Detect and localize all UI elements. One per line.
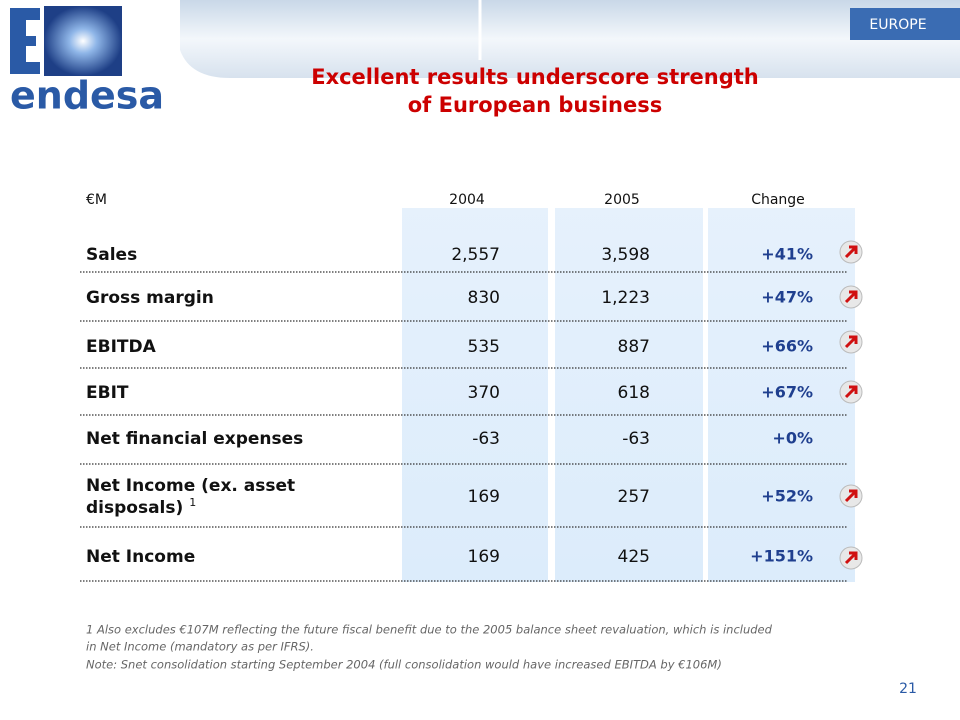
row-label: disposals) xyxy=(86,498,183,518)
cell-value: 830 xyxy=(468,288,500,308)
cell-value: +41% xyxy=(761,245,813,264)
cell-value: +0% xyxy=(772,429,813,448)
cell-value: +52% xyxy=(761,487,813,506)
cell-value: -63 xyxy=(622,429,650,449)
cell-value: 169 xyxy=(468,487,500,507)
column-header: €M xyxy=(86,192,107,208)
region-label: EUROPE xyxy=(869,17,926,33)
column-header: Change xyxy=(751,192,805,208)
row-label: Net Income xyxy=(86,547,195,567)
logo-text: endesa xyxy=(10,74,164,118)
footnote: 1 Also excludes €107M reflecting the fut… xyxy=(86,623,773,637)
column-header: 2005 xyxy=(604,192,640,208)
cell-value: 535 xyxy=(468,337,500,357)
trend-icons xyxy=(839,240,863,570)
table-body: Sales 2,557 3,598 +41% Gross margin 830 1,223 +… xyxy=(80,245,848,582)
cell-value: +47% xyxy=(761,288,813,307)
row-label: EBIT xyxy=(86,383,129,403)
column-header: 2004 xyxy=(449,192,485,208)
row-label: Net financial expenses xyxy=(86,429,303,449)
region-box xyxy=(850,8,960,40)
cell-value: 2,557 xyxy=(451,245,500,265)
cell-value: -63 xyxy=(472,429,500,449)
column-bg xyxy=(402,195,548,582)
row-label: Net Income (ex. asset xyxy=(86,476,295,496)
cell-value: 1,223 xyxy=(601,288,650,308)
page-number: 21 xyxy=(899,681,917,697)
cell-value: 370 xyxy=(468,383,500,403)
logo: endesa xyxy=(10,6,164,118)
header-bg xyxy=(380,180,880,208)
row-label: Sales xyxy=(86,245,137,265)
row-label: EBITDA xyxy=(86,337,157,357)
cell-value: +66% xyxy=(761,337,813,356)
cell-value: 425 xyxy=(618,547,650,567)
footnote: in Net Income (mandatory as per IFRS). xyxy=(86,640,314,654)
cell-value: 257 xyxy=(618,487,650,507)
cell-value: +67% xyxy=(761,383,813,402)
column-bg xyxy=(555,195,703,582)
footnote-marker: 1 xyxy=(189,496,196,509)
cell-value: 887 xyxy=(618,337,650,357)
header-band xyxy=(180,0,960,78)
cell-value: 169 xyxy=(468,547,500,567)
cell-value: 3,598 xyxy=(601,245,650,265)
cell-value: +151% xyxy=(750,547,813,566)
title-line: of European business xyxy=(408,93,663,117)
row-label: Gross margin xyxy=(86,288,214,308)
column-bg xyxy=(708,195,855,582)
cell-value: 618 xyxy=(618,383,650,403)
footnote: Note: Snet consolidation starting Septem… xyxy=(86,658,722,672)
title-line: Excellent results underscore strength xyxy=(311,65,759,89)
